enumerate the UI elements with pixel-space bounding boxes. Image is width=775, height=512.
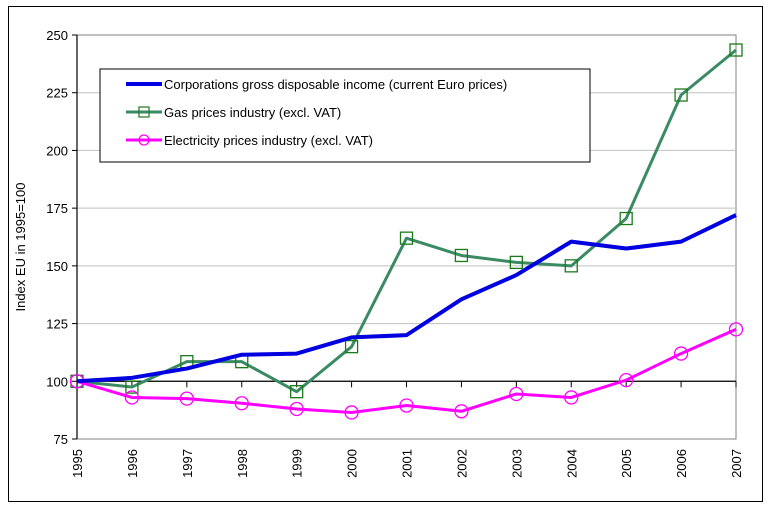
y-tick-label: 150 <box>46 259 68 274</box>
x-tick-label: 1995 <box>70 449 85 478</box>
y-tick-label: 200 <box>46 143 68 158</box>
x-tick-label: 2007 <box>729 449 744 478</box>
y-tick-label: 250 <box>46 28 68 43</box>
data-point <box>454 404 469 419</box>
y-tick-label: 75 <box>54 432 68 447</box>
x-tick-label: 2001 <box>400 449 415 478</box>
data-point <box>619 211 633 226</box>
data-point <box>124 390 140 405</box>
x-tick-label: 1998 <box>235 449 250 478</box>
y-axis-ticks: 75 100 125 150 175 200 225 250 <box>46 28 78 447</box>
x-tick-label: 1996 <box>125 449 140 478</box>
y-axis-title: Index EU in 1995=100 <box>13 182 28 311</box>
x-axis-ticks: 1995 1996 1997 1998 1999 2000 2001 2002 2003 2004… <box>70 380 744 478</box>
legend-box <box>99 68 591 163</box>
legend-label: Corporations gross disposable income (cu… <box>164 77 507 92</box>
series-electricity <box>69 322 744 420</box>
data-point <box>509 255 523 270</box>
y-tick-label: 175 <box>46 201 68 216</box>
legend-marker <box>138 134 150 146</box>
data-point <box>179 391 194 406</box>
legend-item: Electricity prices industry (excl. VAT) <box>126 133 373 148</box>
data-point <box>509 386 524 402</box>
x-tick-label: 1997 <box>180 449 195 478</box>
legend: Corporations gross disposable income (cu… <box>99 68 591 163</box>
x-tick-label: 2004 <box>564 449 579 478</box>
series-line <box>76 213 737 384</box>
legend-item: Corporations gross disposable income (cu… <box>126 77 507 92</box>
y-tick-label: 125 <box>46 317 68 332</box>
data-point <box>399 398 414 413</box>
legend-label: Gas prices industry (excl. VAT) <box>164 105 341 120</box>
data-point <box>289 401 304 417</box>
x-tick-label: 1999 <box>290 449 305 478</box>
y-tick-label: 225 <box>46 86 68 101</box>
data-point <box>674 88 688 102</box>
x-tick-label: 2000 <box>345 449 360 478</box>
series-line <box>76 327 737 414</box>
series-group <box>69 43 744 420</box>
y-tick-label: 100 <box>46 374 68 389</box>
series-gas <box>70 43 743 399</box>
data-point <box>344 340 359 354</box>
x-tick-label: 2003 <box>509 449 524 478</box>
x-tick-label: 2006 <box>674 449 689 478</box>
data-point <box>344 405 359 420</box>
x-tick-label: 2002 <box>454 449 469 478</box>
data-point <box>564 259 578 273</box>
data-point <box>564 390 579 405</box>
data-point <box>290 385 304 399</box>
data-point <box>125 380 139 394</box>
legend-label: Electricity prices industry (excl. VAT) <box>164 133 373 148</box>
data-point <box>399 231 414 245</box>
series-line <box>76 48 737 394</box>
data-point <box>619 372 634 388</box>
legend-marker <box>138 106 150 118</box>
data-point <box>673 346 689 361</box>
data-point <box>729 43 743 57</box>
series-income <box>76 213 737 384</box>
data-point <box>234 396 249 411</box>
data-point <box>728 322 744 337</box>
legend-item: Gas prices industry (excl. VAT) <box>126 105 341 120</box>
data-point <box>454 248 469 263</box>
x-tick-label: 2005 <box>619 449 634 478</box>
